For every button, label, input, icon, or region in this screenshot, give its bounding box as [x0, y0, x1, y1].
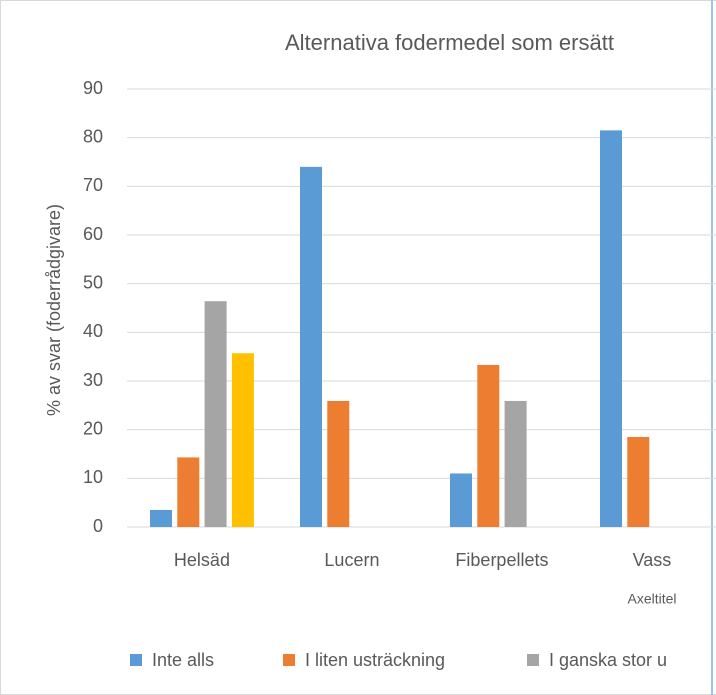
y-tick-label: 50	[83, 272, 103, 292]
x-tick-label: Lucern	[324, 550, 379, 570]
y-tick-label: 0	[93, 516, 103, 536]
bar	[204, 301, 227, 527]
bar	[504, 400, 527, 527]
y-axis-title: % av svar (foderrådgivare)	[44, 204, 64, 416]
y-tick-label: 10	[83, 467, 103, 487]
bar	[231, 353, 254, 527]
legend-label: Inte alls	[152, 650, 214, 670]
legend-swatch	[283, 654, 295, 666]
bar	[300, 166, 322, 527]
bar	[450, 473, 472, 527]
x-tick-label: Helsäd	[174, 550, 230, 570]
bar	[177, 457, 200, 527]
bar	[327, 400, 350, 527]
y-tick-label: 80	[83, 126, 103, 146]
y-tick-label: 60	[83, 224, 103, 244]
y-tick-label: 40	[83, 321, 103, 341]
bar	[150, 509, 172, 527]
bar	[600, 130, 622, 527]
chart-title: Alternativa fodermedel som ersätt	[285, 30, 614, 55]
bar	[627, 436, 650, 527]
y-tick-label: 70	[83, 175, 103, 195]
x-tick-label: Vass	[633, 550, 672, 570]
x-axis-title: Axeltitel	[627, 591, 676, 607]
x-tick-label: Fiberpellets	[455, 550, 548, 570]
y-tick-label: 90	[83, 78, 103, 98]
legend-label: I liten usträckning	[305, 650, 445, 670]
legend-swatch	[527, 654, 539, 666]
legend-label: I ganska stor u	[549, 650, 667, 670]
y-tick-label: 20	[83, 418, 103, 438]
legend-swatch	[130, 654, 142, 666]
bar	[477, 364, 500, 527]
y-tick-label: 30	[83, 370, 103, 390]
